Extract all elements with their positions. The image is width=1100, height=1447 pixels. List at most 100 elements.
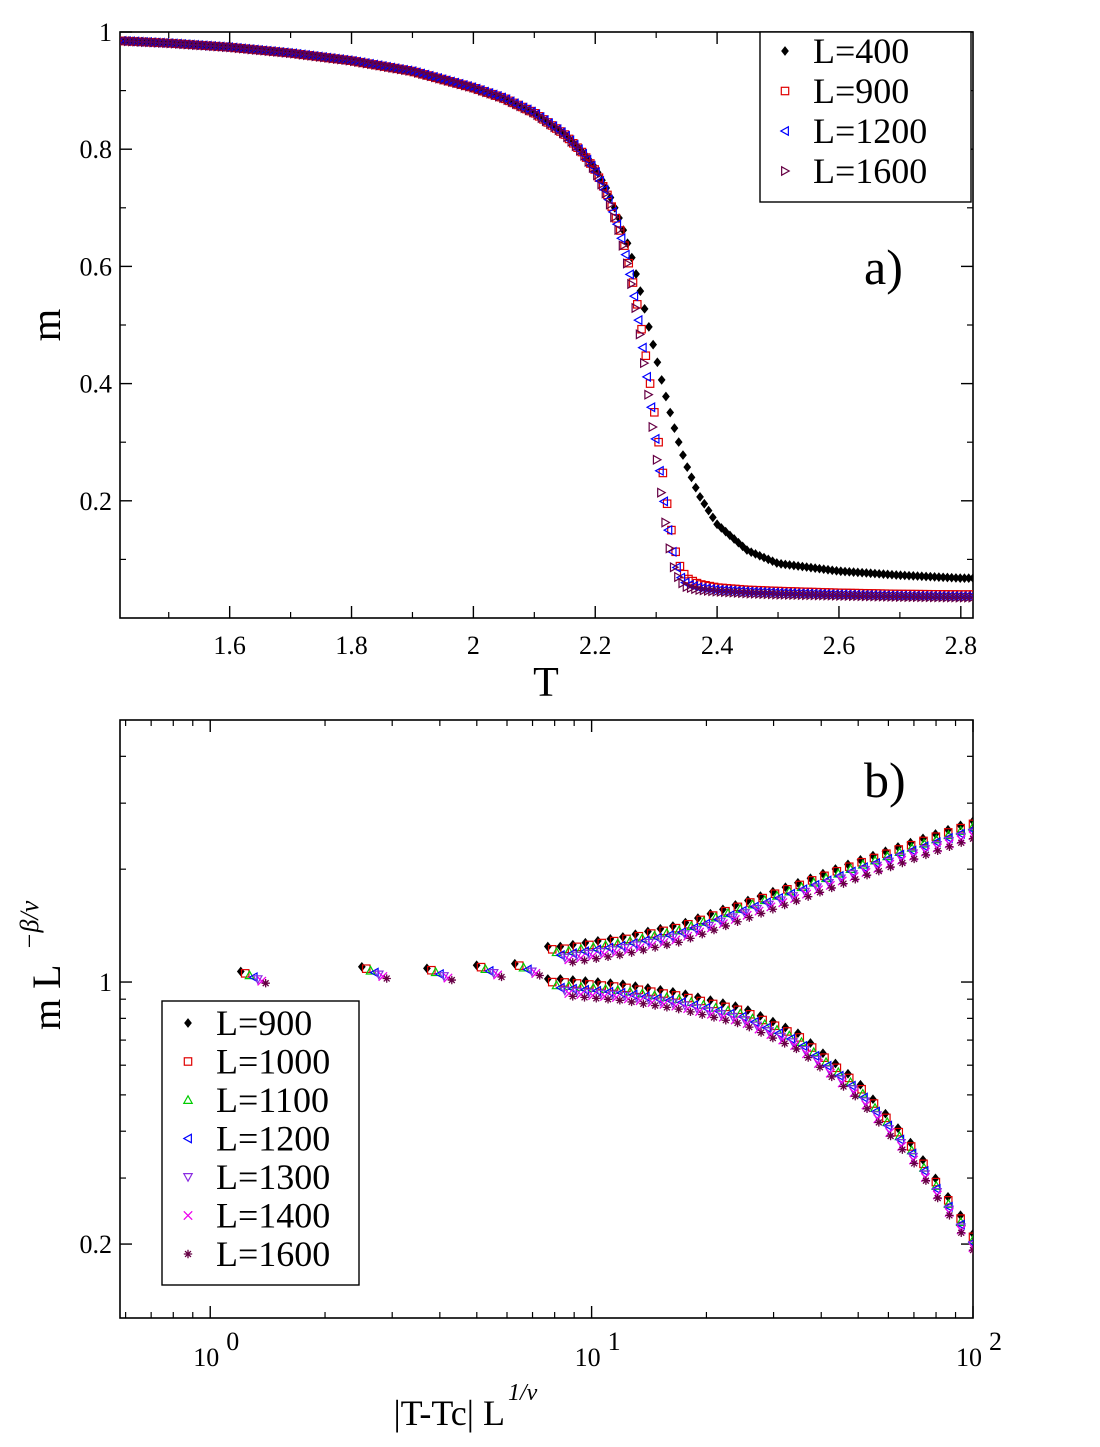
legend-marker [182, 1173, 194, 1183]
data-point [594, 175, 605, 187]
data-point [568, 992, 577, 1001]
data-point [972, 592, 973, 603]
data-point [543, 941, 552, 952]
data-point [603, 952, 613, 962]
data-point [775, 896, 787, 906]
data-point [664, 930, 674, 941]
data-point [381, 61, 391, 73]
panel-a-tag: a) [864, 239, 903, 295]
data-point [743, 545, 751, 555]
data-point [206, 40, 216, 52]
data-point [138, 36, 148, 48]
legend-marker [183, 1249, 193, 1259]
data-point [739, 909, 751, 919]
x-tick-label: 1.8 [335, 631, 368, 660]
data-point [146, 37, 157, 48]
legend-marker [182, 1094, 194, 1104]
data-point [662, 391, 670, 402]
data-point [756, 909, 766, 918]
data-point [768, 1033, 778, 1043]
panel-a-points [120, 35, 973, 603]
data-point [262, 45, 272, 57]
legend-label: L=400 [813, 31, 909, 71]
data-point [662, 1003, 672, 1012]
data-point [210, 41, 221, 52]
data-point [619, 991, 631, 1002]
data-point [601, 188, 612, 199]
data-point [839, 1082, 848, 1091]
data-point [649, 339, 657, 350]
legend-marker [779, 125, 789, 137]
data-point [869, 1099, 879, 1108]
data-point [624, 269, 634, 280]
data-point [869, 1094, 877, 1105]
data-point [631, 993, 643, 1004]
legend-marker [182, 1133, 192, 1144]
data-point [615, 950, 625, 960]
data-point [662, 524, 673, 536]
data-point [780, 1039, 789, 1048]
data-point [931, 1177, 941, 1187]
legend-label: L=900 [216, 1003, 312, 1043]
data-point [745, 1022, 754, 1032]
data-point [921, 850, 931, 860]
data-point [497, 972, 506, 982]
data-point [402, 65, 413, 76]
data-point [555, 949, 565, 961]
data-point [394, 63, 404, 75]
data-point [760, 552, 768, 563]
data-point [874, 866, 884, 876]
data-point [227, 42, 238, 53]
data-point [919, 1159, 928, 1169]
panel-b-xlabel: |T-Tc| L [393, 1393, 505, 1433]
data-point [945, 1211, 954, 1220]
data-point [921, 1176, 931, 1185]
data-point [198, 40, 208, 51]
data-point [882, 1113, 891, 1123]
panel-a-ylabel: m [24, 308, 70, 341]
data-point [176, 38, 187, 50]
data-point [365, 965, 376, 975]
data-point [313, 51, 323, 62]
data-point [909, 854, 919, 864]
data-point [308, 50, 319, 62]
data-point [669, 562, 680, 573]
data-point [968, 1245, 973, 1255]
data-point [572, 942, 582, 952]
data-point [856, 1079, 865, 1090]
data-point [585, 940, 594, 950]
data-point [163, 37, 174, 49]
data-point [447, 975, 457, 985]
data-point [606, 192, 615, 203]
data-point [862, 1104, 872, 1114]
data-point [679, 1001, 691, 1011]
legend-label: L=1200 [216, 1119, 330, 1159]
data-point [957, 838, 966, 847]
data-point [745, 913, 754, 922]
data-point [731, 900, 740, 910]
data-point [645, 402, 656, 413]
data-point [686, 934, 695, 943]
y-tick-label: 0.4 [80, 370, 113, 399]
data-point [933, 1193, 942, 1203]
data-point [172, 38, 182, 49]
data-point [257, 45, 268, 56]
data-point [709, 1013, 719, 1022]
data-point [898, 858, 907, 868]
data-point [244, 44, 255, 55]
data-point [627, 278, 637, 290]
x-tick-label-exponent: 1 [608, 1327, 621, 1356]
panel-b-xlabel-exp: 1/ν [508, 1380, 538, 1406]
data-point [768, 556, 777, 567]
panel-b-ylabel-exp: −β/ν [15, 900, 44, 950]
panel-b-ylabel-base: m L [24, 964, 69, 1030]
data-point [704, 505, 713, 516]
data-point [627, 997, 636, 1007]
data-point [142, 36, 152, 48]
y-tick-label: 0.2 [80, 487, 113, 516]
x-tick-label: 2.2 [579, 631, 612, 660]
data-point [364, 58, 374, 70]
data-point [967, 826, 973, 833]
data-point [844, 1073, 854, 1083]
